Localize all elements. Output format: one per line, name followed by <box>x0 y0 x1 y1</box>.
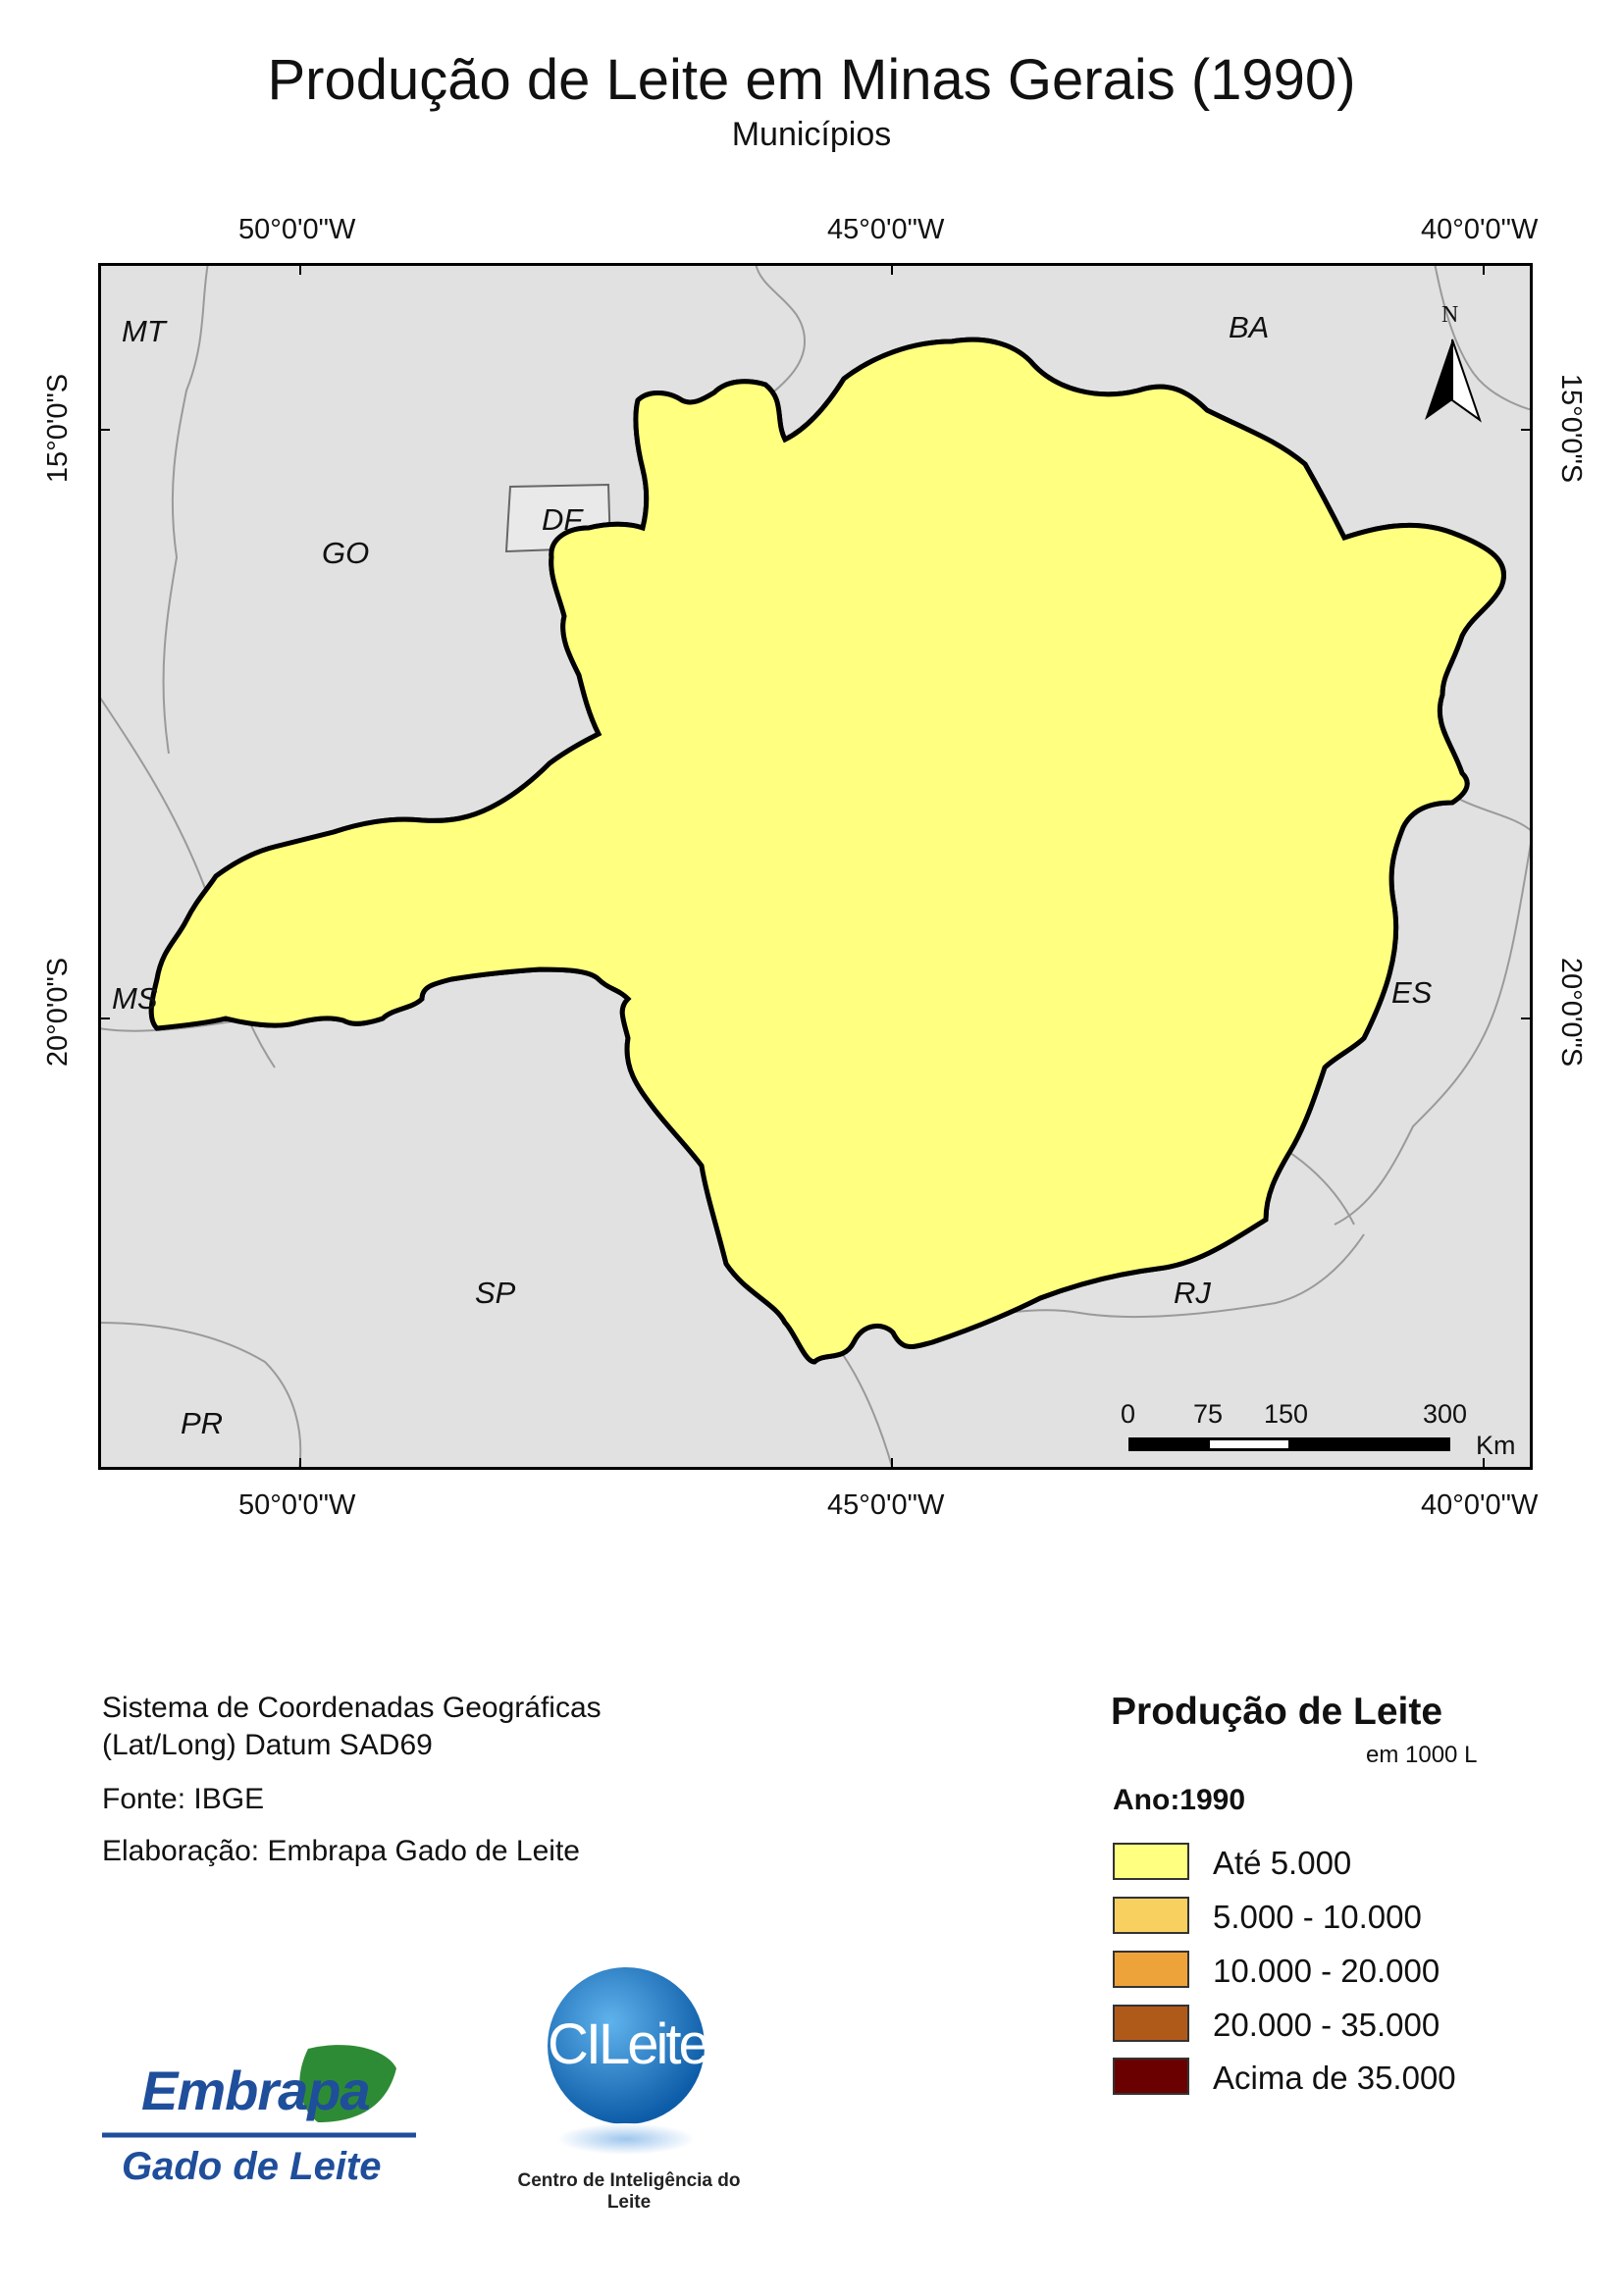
legend-label: 10.000 - 20.000 <box>1213 1953 1440 1989</box>
border-es-coast <box>1334 831 1534 1226</box>
lon-label-top-50: 50°0'0"W <box>238 214 356 245</box>
cileite-subtitle: Centro de Inteligência do Leite <box>517 2170 741 2213</box>
north-arrow-icon <box>1425 339 1482 423</box>
state-label-go: GO <box>322 536 370 570</box>
border-mt-go <box>162 262 209 755</box>
author-line: Elaboração: Embrapa Gado de Leite <box>102 1835 580 1867</box>
legend-label: Até 5.000 <box>1213 1845 1352 1881</box>
state-label-sp: SP <box>475 1276 516 1310</box>
state-label-df: DF <box>542 502 583 537</box>
lat-label-right-15: 15°0'0"S <box>1555 373 1588 484</box>
legend-swatch <box>1113 2005 1189 2042</box>
scale-tick-0: 0 <box>1121 1399 1136 1429</box>
legend-swatch <box>1113 1843 1189 1880</box>
border-ba-east <box>1434 262 1534 411</box>
scale-tick-150: 150 <box>1264 1399 1309 1429</box>
lon-label-bottom-40: 40°0'0"W <box>1421 1489 1539 1521</box>
cileite-globe-icon <box>548 1967 705 2155</box>
legend-swatch <box>1113 1897 1189 1934</box>
lat-label-right-20: 20°0'0"S <box>1555 957 1588 1068</box>
lon-label-bottom-50: 50°0'0"W <box>238 1489 356 1521</box>
lon-label-top-45: 45°0'0"W <box>827 214 945 245</box>
state-label-mt: MT <box>122 314 166 348</box>
embrapa-leaf-icon <box>102 2045 416 2138</box>
cileite-logo: CILeite Centro de Inteligência do Leite <box>497 1962 761 2213</box>
border-sp-pr <box>97 1322 302 1471</box>
legend-swatch <box>1113 2058 1189 2095</box>
lon-label-bottom-45: 45°0'0"W <box>827 1489 945 1521</box>
scale-tick-300: 300 <box>1423 1399 1468 1429</box>
legend-year: Ano:1990 <box>1113 1784 1246 1816</box>
scale-bar <box>1128 1437 1450 1451</box>
state-label-es: ES <box>1391 975 1433 1010</box>
cileite-wordmark: CILeite <box>548 2012 710 2076</box>
map-frame[interactable]: MT BA GO DF MS ES SP RJ PR N 0 75 150 30… <box>97 253 1534 1480</box>
embrapa-logo: Embrapa Gado de Leite <box>102 2029 416 2201</box>
page-subtitle: Municípios <box>731 116 892 153</box>
lat-label-left-15: 15°0'0"S <box>42 373 75 484</box>
lon-label-top-40: 40°0'0"W <box>1421 214 1539 245</box>
legend-unit: em 1000 L <box>1366 1742 1478 1768</box>
legend-label: 20.000 - 35.000 <box>1213 2007 1440 2043</box>
embrapa-subtitle: Gado de Leite <box>122 2145 382 2188</box>
legend-label: Acima de 35.000 <box>1213 2060 1456 2096</box>
state-label-ms: MS <box>112 981 158 1016</box>
state-label-ba: BA <box>1229 310 1270 344</box>
legend-swatch <box>1113 1951 1189 1988</box>
legend-label: 5.000 - 10.000 <box>1213 1899 1422 1935</box>
page-title: Produção de Leite em Minas Gerais (1990) <box>267 48 1356 112</box>
north-arrow-label: N <box>1441 302 1459 328</box>
legend-title: Produção de Leite <box>1111 1691 1443 1733</box>
crs-line-1: Sistema de Coordenadas Geográficas <box>102 1692 602 1724</box>
source-line: Fonte: IBGE <box>102 1783 265 1815</box>
map-frame-border <box>98 263 1533 1470</box>
lat-label-left-20: 20°0'0"S <box>42 957 75 1068</box>
crs-line-2: (Lat/Long) Datum SAD69 <box>102 1729 433 1761</box>
scale-unit: Km <box>1476 1431 1516 1460</box>
scale-tick-75: 75 <box>1193 1399 1224 1429</box>
map-canvas[interactable] <box>97 253 1534 1480</box>
state-label-rj: RJ <box>1174 1276 1211 1310</box>
state-label-pr: PR <box>181 1406 224 1440</box>
embrapa-wordmark: Embrapa <box>141 2060 371 2121</box>
